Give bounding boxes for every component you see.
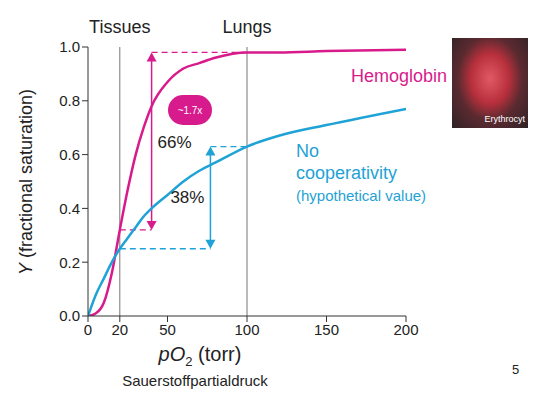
html-text:Erythrocyt: Erythrocyt [484, 114, 525, 124]
svg-text:1.0: 1.0 [59, 38, 80, 55]
html-text:Y: Y [15, 262, 36, 275]
svg-text:50: 50 [159, 321, 176, 338]
html-text:Hemoglobin: Hemoglobin [350, 66, 447, 86]
svg-text:0.2: 0.2 [59, 254, 80, 271]
svg-text:0: 0 [84, 321, 92, 338]
svg-text:0.4: 0.4 [59, 200, 80, 217]
svg-text:0.0: 0.0 [59, 307, 80, 324]
svg-text:20: 20 [111, 321, 128, 338]
html-text:No cooperativity: No cooperativity [296, 141, 398, 183]
html-text:38%: 38% [170, 187, 205, 207]
html-text:~1.7x: ~1.7x [177, 104, 203, 116]
svg-text:0.6: 0.6 [59, 146, 80, 163]
html-text:(hypothetical value): (hypothetical value) [296, 187, 427, 204]
html-text:pO2(torr): pO2(torr) [158, 343, 242, 369]
html-text:66%: 66% [157, 133, 192, 153]
svg-text:200: 200 [393, 321, 418, 338]
svg-text:150: 150 [314, 321, 339, 338]
html-text:Sauerstoffpartialdruck: Sauerstoffpartialdruck [122, 372, 268, 389]
html-text:5: 5 [512, 362, 520, 377]
svg-text:Lungs: Lungs [222, 17, 271, 37]
svg-text:0.8: 0.8 [59, 92, 80, 109]
svg-text:Tissues: Tissues [89, 17, 150, 37]
html-text:(fractional saturation): (fractional saturation) [15, 88, 36, 263]
svg-text:100: 100 [234, 321, 259, 338]
